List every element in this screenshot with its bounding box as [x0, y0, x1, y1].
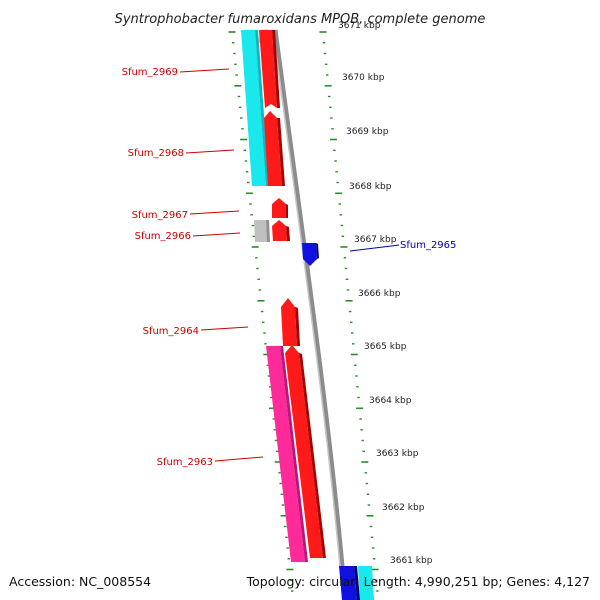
gene-label-sfum-2967[interactable]: Sfum_2967: [132, 210, 188, 221]
scale-label-3665: 3665 kbp: [364, 342, 407, 352]
scale-label-3661: 3661 kbp: [390, 556, 433, 566]
cyan-feature-bottom: [358, 566, 374, 600]
right-tick-track: [319, 31, 379, 592]
scale-labels: 3671 kbp 3670 kbp 3669 kbp 3668 kbp 3667…: [338, 21, 433, 566]
scale-label-3662: 3662 kbp: [382, 503, 425, 513]
gene-label-sfum-2966[interactable]: Sfum_2966: [135, 231, 191, 242]
gene-sfum-2966-body: [254, 220, 267, 242]
gene-sfum-2963-shape: [285, 345, 326, 558]
scale-label-3667: 3667 kbp: [354, 235, 397, 245]
gene-label-sfum-2963[interactable]: Sfum_2963: [157, 457, 213, 468]
gene-sfum-2963-rna: [266, 346, 305, 562]
gene-sfum-2963-rna-edge: [280, 346, 308, 562]
reverse-gene-bottom: [339, 566, 357, 600]
cyan-feature-edge: [255, 30, 269, 186]
gene-label-sfum-2965[interactable]: Sfum_2965: [400, 240, 456, 251]
cyan-feature-large: [241, 30, 266, 186]
scale-label-3669: 3669 kbp: [346, 127, 389, 137]
scale-label-3664: 3664 kbp: [369, 396, 412, 406]
gene-sfum-2968-shape: [264, 111, 285, 186]
gene-label-sfum-2964[interactable]: Sfum_2964: [143, 326, 199, 337]
gene-label-sfum-2969[interactable]: Sfum_2969: [122, 67, 178, 78]
map-title: Syntrophobacter fumaroxidans MPOB, compl…: [115, 12, 486, 27]
genome-backbone-highlight: [272, 29, 344, 600]
scale-label-3668: 3668 kbp: [349, 182, 392, 192]
scale-label-3666: 3666 kbp: [358, 289, 401, 299]
gene-label-sfum-2968[interactable]: Sfum_2968: [128, 148, 184, 159]
genome-summary-text: Topology: circular; Length: 4,990,251 bp…: [246, 574, 590, 589]
scale-label-3670: 3670 kbp: [342, 73, 385, 83]
gene-sfum-2966-edge: [266, 220, 270, 242]
gene-sfum-2967-shape: [272, 198, 288, 218]
leader-lines: [179, 68, 400, 462]
gene-sfum-2965-shape: [302, 243, 319, 266]
scale-label-3671: 3671 kbp: [338, 21, 381, 31]
scale-label-3663: 3663 kbp: [376, 449, 419, 459]
gene-sfum-2967b-shape: [272, 220, 290, 241]
gene-sfum-2969-shape: [259, 30, 280, 108]
reverse-gene-bottom-edge: [354, 566, 360, 600]
genome-backbone: [272, 29, 348, 600]
gene-sfum-2964-shape: [281, 298, 300, 346]
accession-text: Accession: NC_008554: [9, 574, 151, 589]
